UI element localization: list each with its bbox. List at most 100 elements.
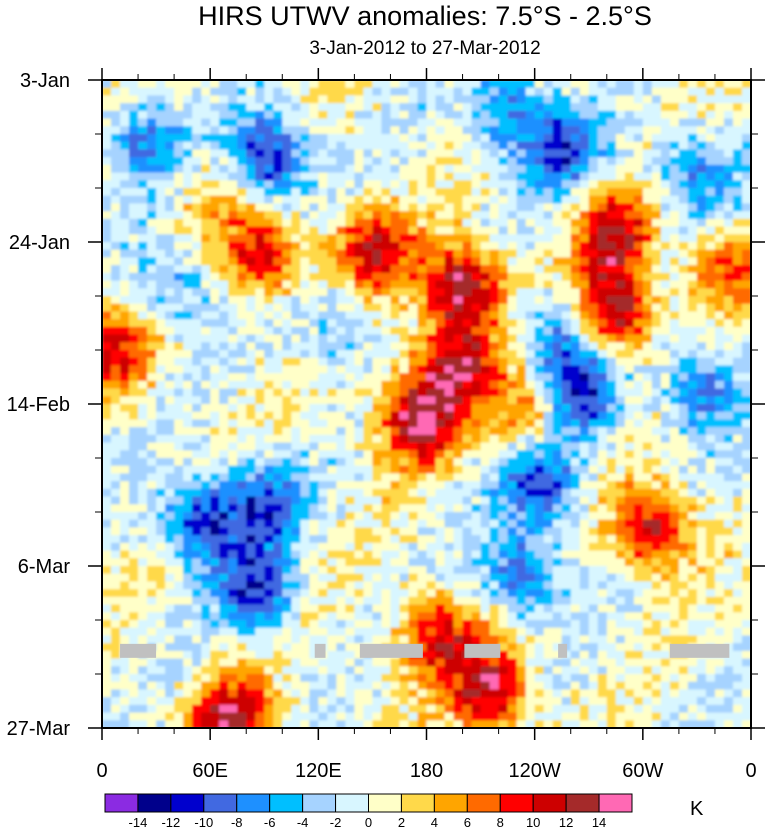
field-cell — [714, 396, 725, 405]
field-cell — [237, 257, 247, 266]
field-cell — [714, 157, 725, 166]
field-cell — [507, 488, 518, 498]
field-cell — [660, 272, 671, 282]
field-cell — [597, 581, 608, 590]
field-cell — [570, 257, 581, 266]
field-cell — [705, 496, 716, 505]
field-cell — [255, 450, 265, 459]
field-cell — [651, 157, 662, 166]
field-cell — [651, 396, 662, 405]
field-cell — [165, 234, 175, 243]
field-cell — [228, 149, 238, 158]
field-cell — [381, 303, 392, 313]
field-cell — [480, 234, 491, 243]
field-cell — [219, 396, 229, 405]
field-cell — [462, 411, 473, 421]
field-cell — [615, 149, 626, 158]
field-cell — [309, 288, 319, 297]
field-cell — [669, 303, 680, 313]
field-cell — [300, 211, 310, 220]
field-cell — [705, 550, 716, 559]
field-cell — [192, 134, 202, 143]
field-cell — [453, 596, 464, 606]
field-cell — [732, 573, 743, 583]
field-cell — [678, 103, 689, 112]
field-cell — [534, 149, 545, 158]
field-cell — [156, 365, 166, 374]
field-cell — [579, 527, 590, 536]
field-cell — [354, 118, 364, 127]
field-cell — [228, 218, 238, 228]
field-cell — [615, 211, 626, 220]
field-cell — [390, 380, 401, 390]
field-cell — [579, 458, 590, 467]
field-cell — [147, 488, 157, 498]
field-cell — [309, 326, 319, 336]
field-cell — [543, 134, 554, 143]
field-cell — [390, 535, 401, 544]
field-cell — [336, 357, 346, 367]
field-cell — [237, 473, 247, 482]
field-cell — [561, 458, 572, 467]
field-cell — [399, 118, 410, 127]
field-cell — [282, 427, 292, 436]
field-cell — [471, 272, 482, 282]
field-cell — [516, 465, 527, 475]
field-cell — [678, 488, 689, 498]
field-cell — [561, 434, 572, 444]
field-cell — [318, 195, 328, 205]
field-cell — [273, 350, 283, 359]
field-cell — [588, 134, 599, 143]
field-cell — [381, 334, 392, 343]
field-cell — [525, 203, 536, 212]
field-cell — [597, 396, 608, 405]
field-cell — [408, 319, 419, 328]
field-cell — [120, 581, 130, 590]
field-cell — [273, 542, 283, 552]
field-cell — [291, 103, 301, 112]
field-cell — [264, 226, 274, 235]
field-cell — [156, 265, 166, 274]
field-cell — [345, 396, 355, 405]
field-cell — [498, 512, 509, 521]
field-cell — [516, 126, 527, 135]
field-cell — [372, 419, 383, 428]
field-cell — [678, 326, 689, 336]
field-cell — [615, 419, 626, 428]
field-cell — [156, 504, 166, 513]
field-cell — [741, 458, 751, 467]
field-cell — [219, 87, 229, 97]
field-cell — [732, 380, 743, 390]
field-cell — [642, 218, 653, 228]
field-cell — [615, 388, 626, 397]
field-cell — [318, 87, 328, 97]
field-cell — [354, 589, 364, 598]
field-cell — [633, 465, 644, 475]
field-cell — [336, 481, 346, 490]
field-cell — [714, 427, 725, 436]
field-cell — [516, 496, 527, 505]
field-cell — [489, 589, 500, 598]
field-cell — [345, 249, 355, 259]
field-cell — [678, 450, 689, 459]
field-cell — [723, 527, 734, 536]
field-cell — [264, 504, 274, 513]
field-cell — [498, 404, 509, 413]
field-cell — [165, 265, 175, 274]
field-cell — [660, 249, 671, 259]
field-cell — [606, 357, 617, 367]
field-cell — [255, 411, 265, 421]
field-cell — [480, 396, 491, 405]
field-cell — [381, 296, 392, 305]
field-cell — [462, 164, 473, 174]
field-cell — [741, 427, 751, 436]
field-cell — [138, 550, 148, 559]
field-cell — [372, 257, 383, 266]
field-cell — [174, 195, 184, 205]
field-cell — [183, 203, 193, 212]
field-cell — [705, 334, 716, 343]
field-cell — [552, 211, 563, 220]
field-cell — [138, 527, 148, 536]
field-cell — [111, 311, 121, 320]
field-cell — [615, 87, 626, 97]
